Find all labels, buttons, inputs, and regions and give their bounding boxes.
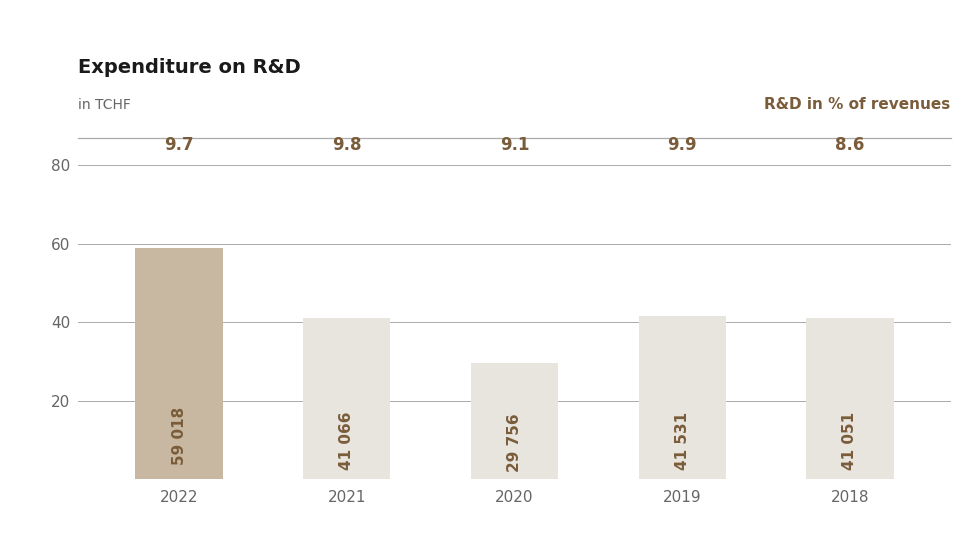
Text: 9.9: 9.9: [667, 136, 697, 154]
Bar: [639, 316, 726, 479]
Text: 41 051: 41 051: [843, 412, 858, 469]
Text: Expenditure on R&D: Expenditure on R&D: [78, 58, 301, 77]
Text: 9.1: 9.1: [500, 136, 529, 154]
Text: 41 066: 41 066: [339, 411, 354, 469]
Text: 29 756: 29 756: [507, 414, 522, 472]
Text: 8.6: 8.6: [835, 136, 864, 154]
Bar: [303, 318, 390, 479]
Bar: [135, 247, 222, 479]
Text: 9.8: 9.8: [332, 136, 362, 154]
Text: in TCHF: in TCHF: [78, 98, 131, 112]
Text: 41 531: 41 531: [675, 412, 690, 469]
Bar: [471, 363, 559, 479]
Text: 59 018: 59 018: [172, 407, 186, 466]
Bar: [807, 318, 894, 479]
Text: 9.7: 9.7: [165, 136, 194, 154]
Text: R&D in % of revenues: R&D in % of revenues: [764, 97, 951, 112]
